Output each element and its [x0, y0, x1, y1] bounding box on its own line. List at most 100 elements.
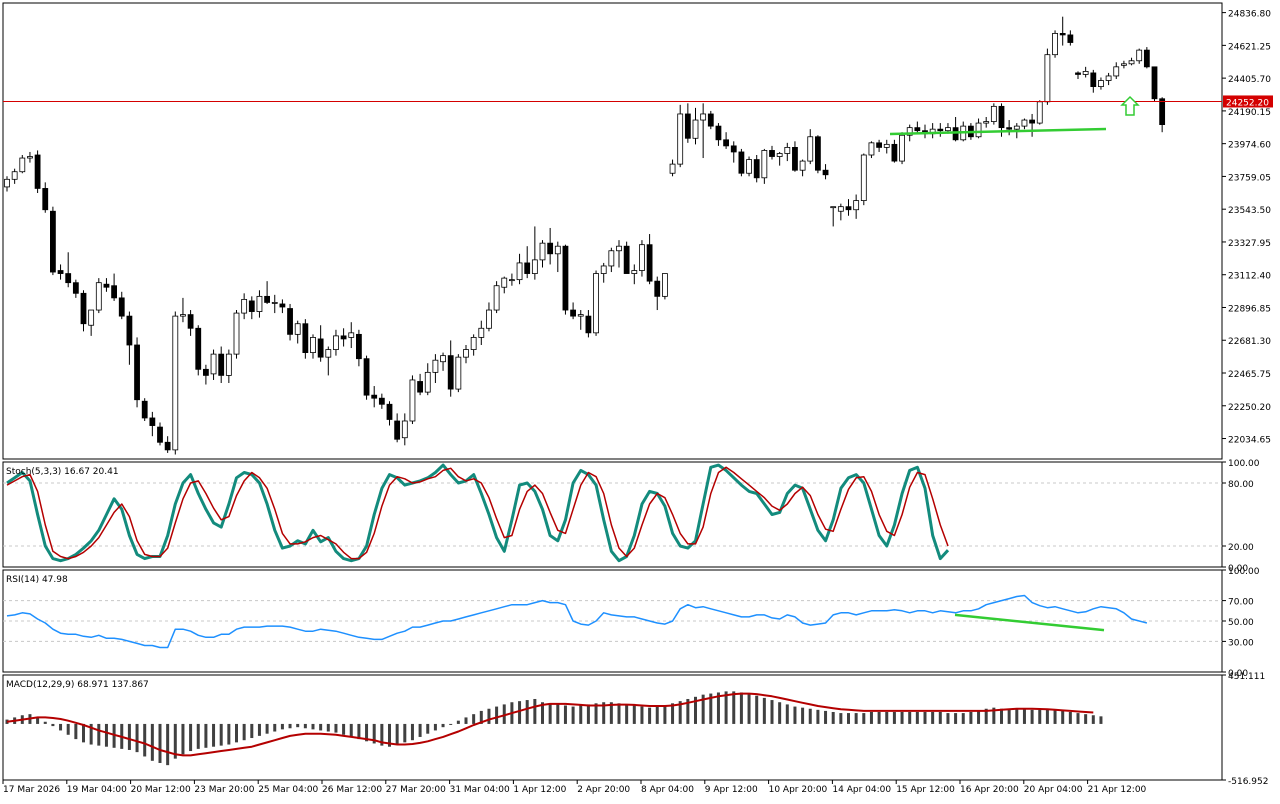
macd-histogram-bar [533, 698, 537, 724]
candle-body [493, 285, 500, 311]
macd-histogram-bar [1061, 710, 1065, 724]
candle-body [937, 128, 944, 132]
candle-body [447, 355, 454, 390]
macd-histogram-bar [1038, 709, 1042, 724]
macd-histogram-bar [617, 703, 621, 724]
candle-body [80, 292, 87, 325]
macd-histogram-bar [709, 693, 713, 724]
macd-histogram-bar [296, 723, 300, 728]
x-axis-label: 21 Apr 12:00 [1088, 785, 1147, 795]
macd-histogram-bar [954, 713, 958, 724]
candle-body [769, 150, 775, 157]
candle-body [508, 279, 515, 282]
macd-histogram-bar [1007, 708, 1011, 724]
x-axis-label: 16 Apr 20:00 [960, 785, 1019, 795]
candle-body [4, 178, 10, 188]
candle-body [470, 336, 477, 350]
macd-histogram-bar [854, 713, 858, 724]
candle-body [700, 113, 707, 121]
candle-body [417, 381, 424, 393]
macd-histogram-bar [342, 723, 346, 735]
candle-body [1013, 125, 1020, 130]
candle-body [906, 127, 913, 136]
x-axis-label: 14 Apr 04:00 [832, 785, 891, 795]
candle-body [302, 323, 309, 354]
macd-histogram-bar [663, 705, 667, 724]
x-axis-label: 20 Apr 04:00 [1024, 785, 1083, 795]
x-axis-label: 8 Apr 04:00 [641, 785, 694, 795]
macd-histogram-bar [770, 700, 774, 724]
rsi-y-tick-label: 70.00 [1228, 598, 1254, 608]
macd-histogram-bar [869, 711, 873, 724]
candle-body [860, 154, 867, 201]
macd-histogram-bar [196, 723, 200, 749]
stoch-y-tick-label: 0.00 [1228, 564, 1248, 574]
macd-histogram-bar [839, 713, 843, 724]
candle-body [876, 142, 882, 148]
price-y-tick-label: 22250.20 [1228, 403, 1271, 413]
macd-histogram-bar [946, 713, 950, 724]
candle-body [1128, 60, 1135, 65]
rsi-divergence-line [954, 613, 1105, 632]
candle-body [486, 309, 492, 329]
candle-body [180, 314, 186, 317]
candle-body [1159, 98, 1166, 126]
macd-histogram-bar [1068, 711, 1072, 724]
macd-histogram-bar [89, 723, 93, 745]
price-y-tick-label: 24836.80 [1228, 10, 1271, 20]
macd-histogram-bar [479, 710, 483, 724]
macd-histogram-bar [380, 723, 384, 746]
macd-histogram-bar [189, 723, 193, 752]
candle-body [65, 273, 72, 284]
macd-histogram-bar [319, 723, 323, 731]
macd-histogram-bar [801, 707, 805, 724]
macd-histogram-bar [969, 711, 973, 724]
candle-body [1052, 33, 1058, 56]
candle-body [394, 420, 401, 440]
candle-body [662, 273, 668, 297]
candle-body [616, 245, 622, 252]
x-axis-label: 23 Mar 20:00 [194, 785, 254, 795]
candle-body [210, 353, 217, 375]
macd-label: MACD(12,29,9) 68.971 137.867 [6, 680, 149, 690]
macd-histogram-bar [472, 714, 476, 724]
candle-body [363, 358, 370, 396]
macd-histogram-bar [410, 723, 414, 741]
macd-pane-frame [2, 674, 1223, 781]
candle-body [126, 315, 133, 346]
macd-histogram-bar [778, 702, 782, 724]
candle-body [378, 397, 385, 405]
candle-body [547, 242, 554, 255]
x-axis-label: 26 Mar 12:00 [322, 785, 382, 795]
macd-histogram-bar [449, 723, 453, 725]
macd-histogram-bar [678, 701, 682, 724]
candle-body [1151, 66, 1158, 100]
macd-histogram-bar [686, 698, 690, 724]
macd-histogram-bar [732, 691, 736, 724]
candle-body [1029, 119, 1035, 124]
x-axis-label: 9 Apr 12:00 [705, 785, 758, 795]
candle-body [730, 145, 737, 153]
macd-histogram-bar [694, 696, 697, 724]
candle-body [440, 355, 446, 363]
candle-body [340, 335, 347, 340]
macd-histogram-bar [908, 711, 912, 724]
candle-body [669, 163, 676, 174]
macd-histogram-bar [915, 711, 919, 724]
macd-histogram-bar [143, 723, 147, 757]
candle-body [975, 122, 982, 138]
macd-histogram-bar [1000, 708, 1003, 724]
candle-body [822, 169, 829, 176]
candle-body [333, 335, 339, 350]
candle-body [677, 113, 684, 165]
candle-body [524, 262, 531, 274]
macd-histogram-bar [1084, 714, 1088, 724]
candle-body [111, 285, 117, 299]
candle-body [225, 353, 232, 376]
candle-body [1105, 75, 1112, 81]
candle-body [432, 359, 439, 373]
macd-histogram-bar [51, 723, 55, 727]
macd-histogram-bar [571, 706, 575, 724]
